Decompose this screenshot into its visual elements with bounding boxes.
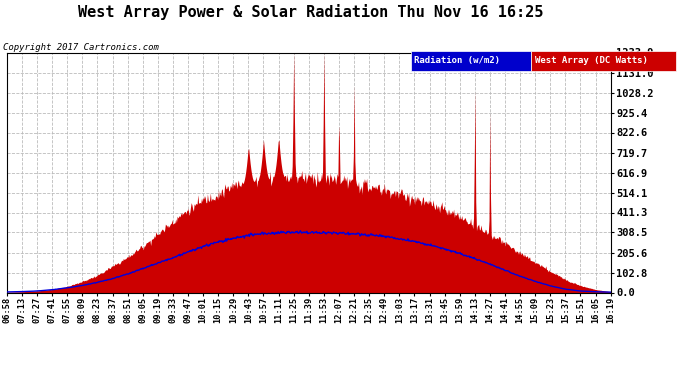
Text: West Array Power & Solar Radiation Thu Nov 16 16:25: West Array Power & Solar Radiation Thu N… — [78, 4, 543, 20]
Text: Copyright 2017 Cartronics.com: Copyright 2017 Cartronics.com — [3, 43, 159, 52]
Text: Radiation (w/m2): Radiation (w/m2) — [414, 57, 500, 65]
Text: West Array (DC Watts): West Array (DC Watts) — [535, 57, 648, 65]
